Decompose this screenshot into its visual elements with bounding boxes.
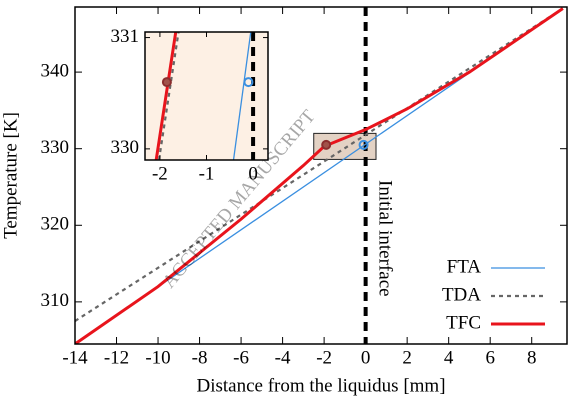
x-tick-label: -6 bbox=[233, 347, 249, 368]
y-tick-label: 330 bbox=[41, 137, 70, 158]
x-tick-label: -12 bbox=[104, 347, 129, 368]
x-tick-label: -2 bbox=[152, 163, 168, 184]
series-line bbox=[75, 7, 564, 322]
y-axis-label: Temperature [K] bbox=[0, 112, 21, 239]
y-tick-label: 320 bbox=[41, 214, 70, 235]
x-tick-label: -2 bbox=[316, 347, 332, 368]
legend-label: FTA bbox=[447, 256, 482, 277]
marker bbox=[321, 139, 332, 150]
y-tick-label: 340 bbox=[41, 60, 70, 81]
x-tick-label: 0 bbox=[248, 163, 258, 184]
series-line bbox=[157, 32, 180, 160]
plot-group: -2 -1 0 330 331 bbox=[111, 26, 269, 184]
y-tick-label: 310 bbox=[41, 290, 70, 311]
series-line bbox=[232, 32, 252, 160]
x-tick-label: 4 bbox=[444, 347, 454, 368]
plot-frame bbox=[74, 6, 568, 345]
y-tick-label: 331 bbox=[111, 26, 140, 47]
x-tick-label: -10 bbox=[145, 347, 170, 368]
x-tick-label: 6 bbox=[485, 347, 495, 368]
y-tick-label: 330 bbox=[111, 137, 140, 158]
plot-area bbox=[145, 32, 268, 160]
x-tick-label: 2 bbox=[402, 347, 412, 368]
x-axis-label: Distance from the liquidus [mm] bbox=[196, 375, 445, 396]
marker bbox=[358, 139, 369, 150]
plot-content bbox=[75, 7, 564, 344]
x-tick-label: -8 bbox=[192, 347, 208, 368]
legend-label: TFC bbox=[446, 312, 481, 333]
plot-group: Initial interface-14 -12 -10 -8 -6 -4 -2 0 2 4 6 83… bbox=[0, 6, 568, 396]
x-tick-label: -1 bbox=[199, 163, 215, 184]
x-tick-label: 0 bbox=[361, 347, 371, 368]
interface-label: Initial interface bbox=[374, 180, 395, 297]
legend-label: TDA bbox=[442, 284, 481, 305]
x-tick-label: -4 bbox=[275, 347, 291, 368]
x-tick-label: 8 bbox=[527, 347, 537, 368]
series-line bbox=[154, 32, 178, 160]
x-tick-label: -14 bbox=[62, 347, 88, 368]
plot-content bbox=[154, 32, 256, 160]
marker bbox=[161, 77, 172, 88]
marker bbox=[243, 77, 254, 88]
